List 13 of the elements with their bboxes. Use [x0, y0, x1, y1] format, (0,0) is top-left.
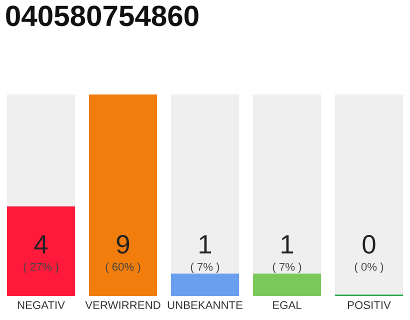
data-label: 4 ( 27% )	[24, 235, 58, 273]
x-tick-label: POSITIV	[348, 301, 391, 310]
x-tick-label: NEGATIV	[18, 301, 65, 310]
chart-title: 040580754860	[6, 6, 198, 26]
x-tick-label: UNBEKANNTE	[168, 301, 242, 310]
data-label: 9 ( 60% )	[106, 235, 140, 273]
bar	[252, 274, 322, 296]
data-label: 0 ( 0% )	[354, 235, 384, 273]
data-label: 1 ( 7% )	[190, 235, 220, 273]
x-tick-label: EGAL	[273, 301, 302, 310]
bar	[170, 274, 240, 296]
x-tick-label: VERWIRREND	[85, 301, 160, 309]
data-label: 1 ( 7% )	[272, 235, 302, 273]
